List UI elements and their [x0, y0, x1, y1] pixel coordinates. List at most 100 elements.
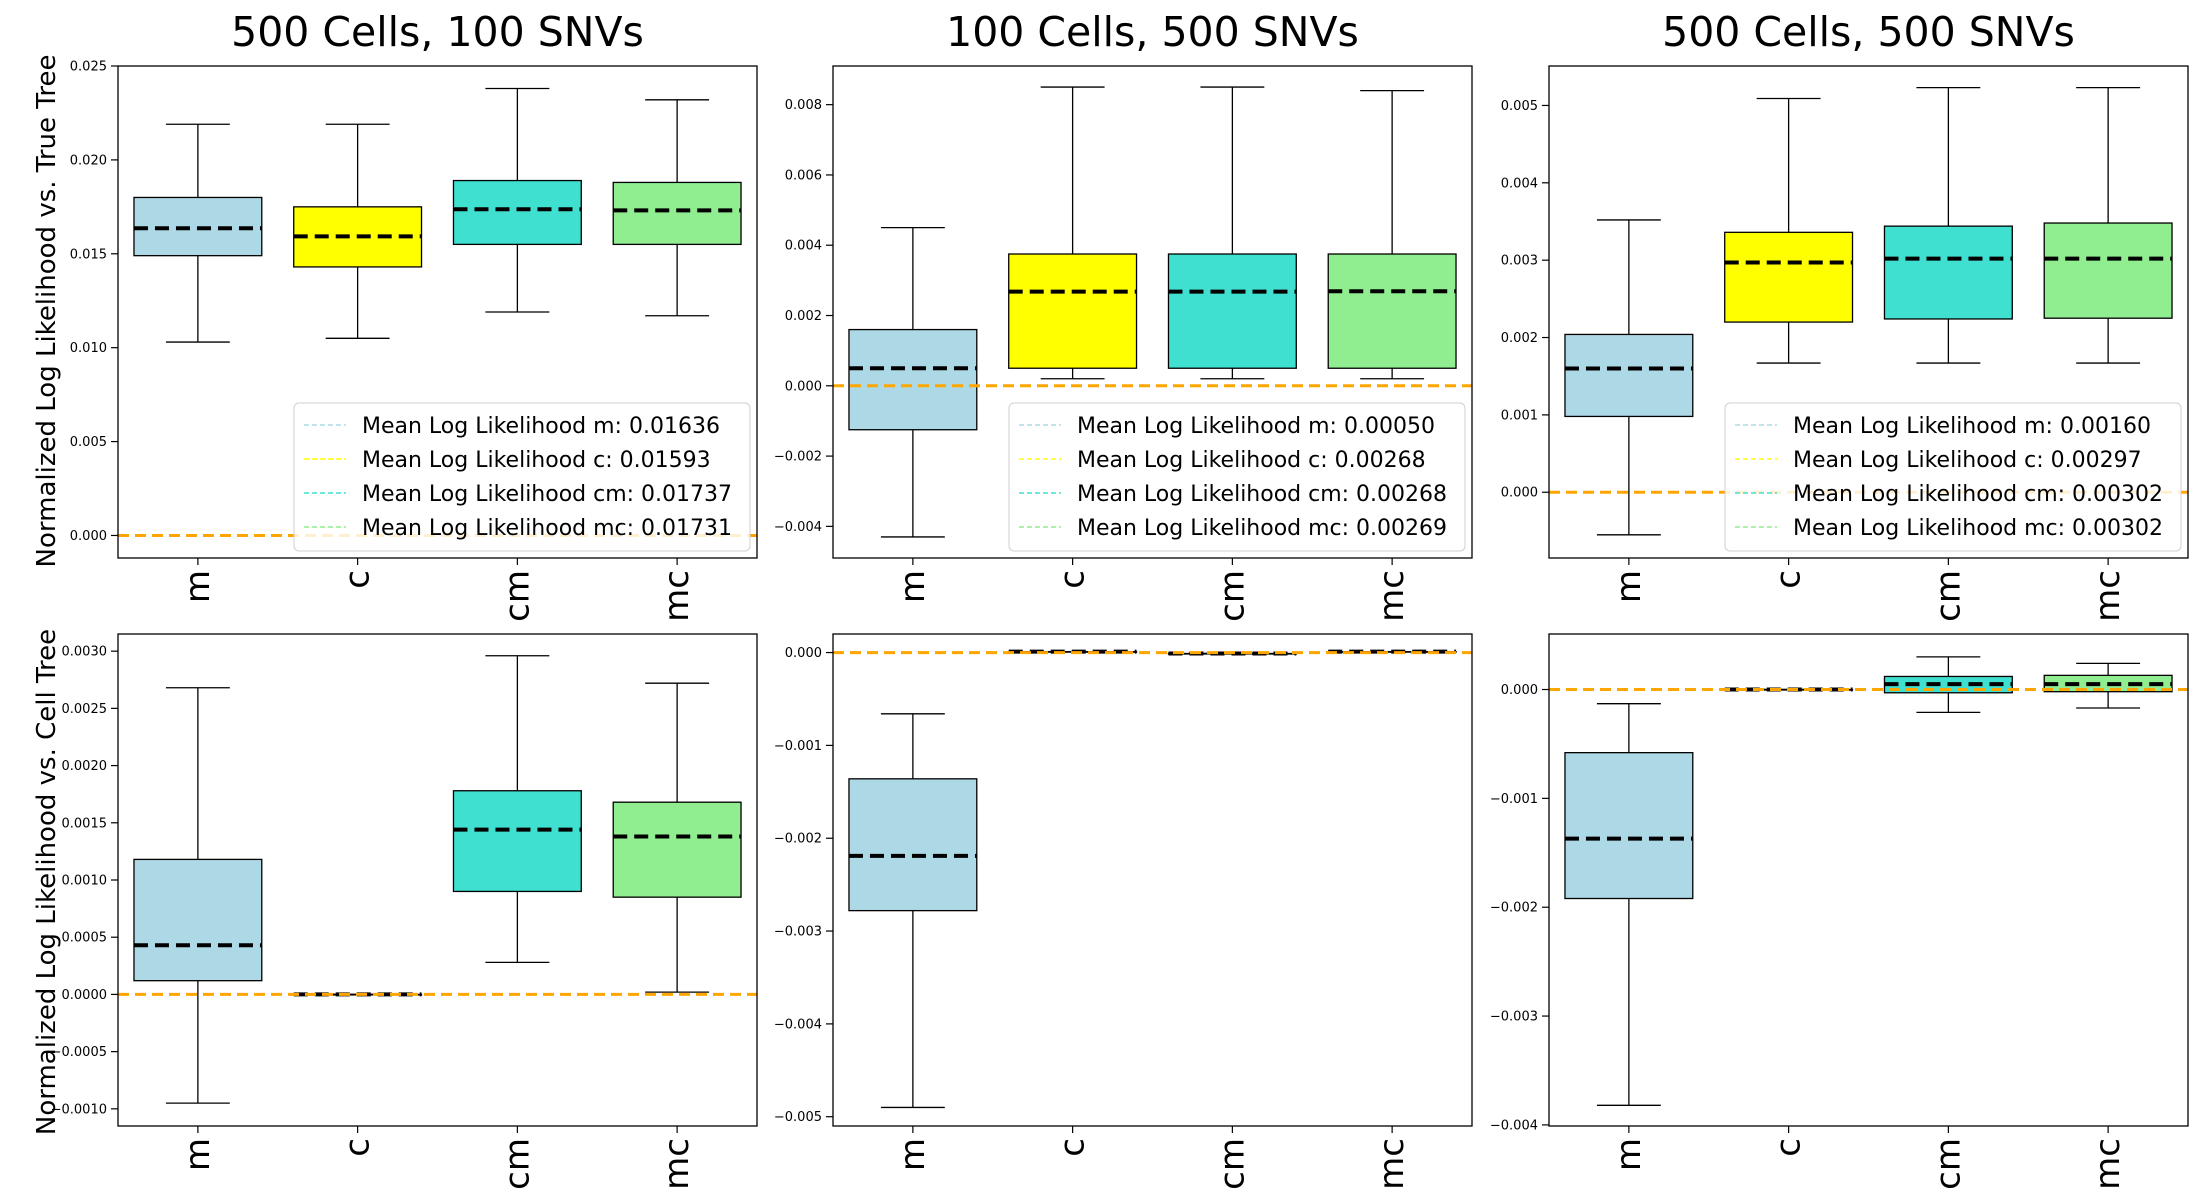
y-tick-label: 0.0025 — [62, 702, 108, 717]
legend-entry: Mean Log Likelihood cm: 0.01737 — [362, 482, 732, 507]
y-tick-label: 0.0005 — [62, 931, 108, 946]
box-m — [1564, 703, 1694, 1106]
box-cm — [1883, 656, 2013, 714]
panel-1: 500 Cells, 100 SNVs 0.000 0.005 0.010 0.015 0… — [70, 8, 758, 622]
y-tick-label: −0.004 — [774, 520, 822, 535]
box-m — [133, 687, 263, 1104]
legend-entry: Mean Log Likelihood c: 0.01593 — [362, 448, 711, 473]
box-iqr — [452, 179, 582, 246]
box-m — [133, 123, 263, 343]
x-tick-label: mc — [1372, 1138, 1412, 1190]
y-tick-label: 0.003 — [1501, 254, 1538, 269]
box-iqr — [1008, 253, 1138, 369]
legend-entry: Mean Log Likelihood mc: 0.00302 — [1793, 516, 2163, 541]
legend-entry: Mean Log Likelihood mc: 0.00269 — [1077, 516, 1447, 541]
y-tick-label: 0.000 — [1501, 486, 1538, 501]
y-tick-label: −0.002 — [774, 450, 822, 465]
axes-frame — [117, 633, 758, 1127]
y-tick-label: −0.002 — [1490, 901, 1538, 916]
legend: Mean Log Likelihood m: 0.00050 Mean Log L… — [1008, 402, 1466, 552]
x-tick-label: c — [338, 570, 378, 589]
y-tick-label: −0.001 — [774, 739, 822, 754]
x-tick-label: m — [178, 1138, 218, 1171]
axes-frame — [1548, 65, 2189, 559]
x-tick-label: cm — [1928, 570, 1968, 622]
x-tick-label: m — [893, 570, 933, 603]
box-iqr — [133, 858, 263, 982]
y-tick-label: 0.000 — [70, 529, 107, 544]
box-iqr — [2043, 222, 2173, 319]
axes-frame — [117, 65, 758, 559]
x-tick-label: c — [1053, 570, 1093, 589]
y-tick-label: 0.002 — [785, 309, 822, 324]
box-iqr — [1564, 751, 1694, 900]
x-tick-label: cm — [497, 570, 537, 622]
y-tick-label: 0.000 — [785, 379, 822, 394]
x-tick-label: c — [1769, 570, 1809, 589]
row-label-cell-tree: Normalized Log Likelihood vs. Cell Tree — [32, 629, 62, 1135]
box-c — [1008, 86, 1138, 380]
y-tick-label: −0.005 — [774, 1110, 822, 1125]
box-cm — [452, 655, 582, 964]
box-m — [848, 227, 978, 538]
legend-frame — [1724, 402, 2182, 552]
y-tick-label: 0.006 — [785, 168, 822, 183]
y-tick-label: 0.020 — [70, 153, 107, 168]
box-iqr — [1883, 225, 2013, 320]
legend-entry: Mean Log Likelihood m: 0.00160 — [1793, 414, 2151, 439]
row-labels: Normalized Log Likelihood vs. True Tree … — [32, 55, 62, 1136]
box-mc — [2043, 87, 2173, 364]
y-tick-label: 0.008 — [785, 98, 822, 113]
box-m — [848, 713, 978, 1109]
x-tick-label: m — [1609, 1138, 1649, 1171]
y-tick-label: −0.002 — [774, 832, 822, 847]
legend-entry: Mean Log Likelihood cm: 0.00302 — [1793, 482, 2163, 507]
legend-frame — [293, 402, 751, 552]
y-tick-label: 0.002 — [1501, 331, 1538, 346]
y-tick-label: −0.001 — [1490, 792, 1538, 807]
y-tick-label: −0.0005 — [51, 1045, 107, 1060]
y-tick-label: 0.015 — [70, 247, 107, 262]
y-tick-label: 0.005 — [1501, 99, 1538, 114]
x-tick-label: mc — [2088, 570, 2128, 622]
row-label-true-tree: Normalized Log Likelihood vs. True Tree — [32, 55, 62, 568]
panel-3: 500 Cells, 500 SNVs 0.000 0.001 0.002 0.003 0… — [1501, 8, 2189, 622]
legend-entry: Mean Log Likelihood m: 0.01636 — [362, 414, 720, 439]
y-tick-label: 0.004 — [1501, 176, 1538, 191]
x-tick-label: cm — [1212, 570, 1252, 622]
y-tick-label: 0.025 — [70, 60, 107, 75]
axes-frame — [832, 65, 1473, 559]
x-tick-label: mc — [657, 570, 697, 622]
y-tick-label: 0.0010 — [62, 874, 108, 889]
y-tick-label: 0.000 — [785, 646, 822, 661]
x-tick-label: mc — [1372, 570, 1412, 622]
y-tick-label: 0.010 — [70, 341, 107, 356]
x-tick-label: mc — [2088, 1138, 2128, 1190]
y-tick-label: 0.0020 — [62, 759, 108, 774]
y-tick-label: −0.003 — [1490, 1010, 1538, 1025]
x-tick-label: m — [178, 570, 218, 603]
axes-frame — [1548, 633, 2189, 1127]
y-tick-label: −0.004 — [774, 1017, 822, 1032]
panel-4: −0.0010 −0.0005 0.0000 0.0005 0.0010 0.0015 0.… — [51, 633, 758, 1190]
x-tick-label: cm — [1212, 1138, 1252, 1190]
box-mc — [612, 682, 742, 993]
box-mc — [1327, 89, 1457, 380]
y-tick-label: 0.004 — [785, 239, 822, 254]
x-tick-label: c — [1769, 1138, 1809, 1157]
box-c — [1724, 97, 1854, 364]
legend-entry: Mean Log Likelihood mc: 0.01731 — [362, 516, 732, 541]
y-tick-label: 0.0030 — [62, 645, 108, 660]
box-cm — [1167, 86, 1297, 380]
y-tick-label: 0.005 — [70, 435, 107, 450]
legend: Mean Log Likelihood m: 0.00160 Mean Log L… — [1724, 402, 2182, 552]
y-tick-label: 0.0015 — [62, 816, 108, 831]
box-iqr — [848, 328, 978, 431]
box-mc — [612, 99, 742, 317]
legend-entry: Mean Log Likelihood c: 0.00268 — [1077, 448, 1426, 473]
panel-2: 100 Cells, 500 SNVs −0.004 −0.002 0.000 0.00… — [774, 8, 1473, 622]
box-mc — [2043, 662, 2173, 709]
